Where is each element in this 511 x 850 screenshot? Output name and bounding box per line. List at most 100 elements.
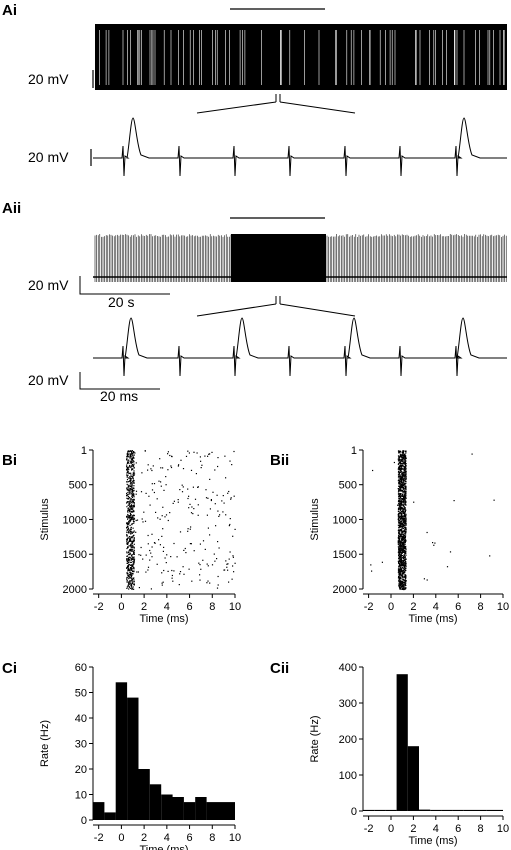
spike-dot <box>402 518 404 521</box>
spike-dot <box>209 478 211 480</box>
spike-dot <box>128 492 131 494</box>
spike-dot <box>402 587 404 589</box>
spike-dot <box>398 556 400 558</box>
spike-dot <box>128 559 130 561</box>
spike-dot <box>131 517 133 519</box>
spike-dot <box>126 522 128 524</box>
spike-dot <box>403 586 405 588</box>
spike-dot <box>131 502 133 504</box>
spike-dot <box>405 491 407 493</box>
spike-dot <box>399 584 401 586</box>
spike-dot <box>402 535 404 537</box>
spike-dot <box>400 509 402 511</box>
spike-dot <box>404 588 407 590</box>
x-tick-label: 10 <box>497 823 509 835</box>
spike-dot <box>214 503 216 505</box>
spike-dot <box>131 490 134 492</box>
spike-dot <box>129 453 131 455</box>
spike-dot <box>192 486 194 488</box>
spike-dot <box>126 506 128 508</box>
spike-dot <box>128 537 130 539</box>
spike-dot <box>423 578 425 580</box>
spike-dot <box>403 515 405 517</box>
spike-dot <box>129 489 131 491</box>
spike-dot <box>128 493 130 495</box>
spike-dot <box>405 522 407 524</box>
spike-dot <box>404 574 406 576</box>
spike-dot <box>127 526 129 528</box>
spike-dot <box>404 535 406 537</box>
spike-dot <box>127 453 129 455</box>
spike-dot <box>163 546 165 548</box>
spike-dot <box>130 462 132 464</box>
spike-dot <box>132 581 134 583</box>
spike-dot <box>400 479 403 481</box>
spike-dot <box>400 456 402 458</box>
spike-dot <box>402 576 404 578</box>
spike-dot <box>434 542 436 544</box>
spike-dot <box>132 561 134 563</box>
spike-dot <box>399 561 401 563</box>
spike-dot <box>127 569 129 571</box>
spike-dot <box>400 558 403 560</box>
y-tick-label: 30 <box>75 739 87 751</box>
spike-dot <box>398 528 400 530</box>
spike-dot <box>195 473 197 475</box>
spike-dot <box>400 578 402 580</box>
spike-dot <box>403 500 405 502</box>
spike-dot <box>129 573 131 575</box>
spike-dot <box>135 531 137 533</box>
y-tick-label: 500 <box>339 480 357 492</box>
spike-dot <box>127 566 129 569</box>
spike-dot <box>127 581 129 583</box>
spike-dot <box>193 451 195 453</box>
spike-dot <box>404 559 406 561</box>
spike-dot <box>403 520 406 522</box>
spike-dot <box>401 546 403 548</box>
spike-dot <box>401 485 403 487</box>
spike-dot <box>402 452 404 454</box>
spike-dot <box>402 545 404 547</box>
spike-dot <box>128 504 130 506</box>
spike-dot <box>401 521 403 523</box>
spike-dot <box>132 494 134 496</box>
spike-dot <box>403 490 405 492</box>
spike-dot <box>189 528 191 530</box>
spike-dot <box>218 547 220 549</box>
spike-dot <box>133 463 135 465</box>
spike-dot <box>404 503 406 505</box>
spike-dot <box>205 489 207 491</box>
spike-dot <box>131 516 133 518</box>
spike-dot <box>178 584 180 586</box>
spike-dot <box>405 489 407 491</box>
spike-dot <box>130 466 132 469</box>
x-tick-label: 10 <box>497 601 509 613</box>
spike-dot <box>130 573 132 575</box>
spike-dot <box>133 553 135 555</box>
spike-dot <box>404 564 406 566</box>
spike-dot <box>147 566 150 568</box>
y-tick-label: 0 <box>81 815 87 827</box>
spike-dot <box>131 450 133 452</box>
spike-dot <box>130 472 132 474</box>
spike-dot <box>493 499 495 501</box>
spike-dot <box>129 571 131 574</box>
spike-dot <box>400 576 402 578</box>
spike-dot <box>207 565 209 567</box>
spike-dot <box>204 548 206 550</box>
spike-dot <box>127 461 129 463</box>
spike-dot <box>127 515 129 517</box>
spike-dot <box>129 450 131 452</box>
spike-dot <box>133 558 136 560</box>
spike-dot <box>130 505 132 507</box>
spike-dot <box>126 469 128 471</box>
spike-dot <box>399 496 402 498</box>
spike-dot <box>133 467 135 469</box>
spike-dot <box>128 559 131 561</box>
spike-dot <box>194 498 197 500</box>
spike-dot <box>131 543 133 545</box>
spike-dot <box>398 542 400 544</box>
spike-dot <box>399 560 402 562</box>
spike-dot <box>130 486 132 488</box>
